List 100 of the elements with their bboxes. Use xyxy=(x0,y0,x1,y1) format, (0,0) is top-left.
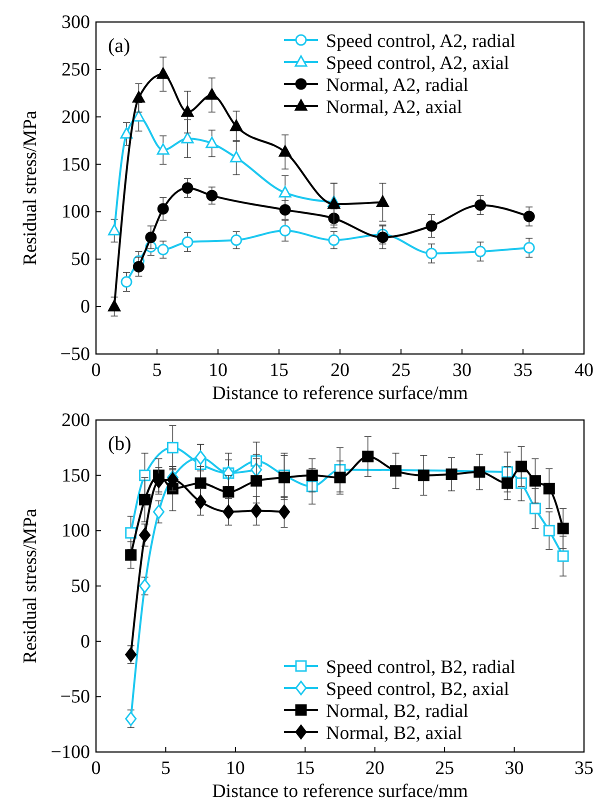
y-tick-label: 200 xyxy=(62,106,90,128)
y-tick-label: 250 xyxy=(62,59,90,80)
x-tick-label: 5 xyxy=(160,758,170,779)
point xyxy=(194,477,206,489)
point xyxy=(418,470,430,482)
point xyxy=(557,522,569,534)
point xyxy=(529,502,541,514)
x-tick-label: 30 xyxy=(504,758,524,779)
x-axis-title: Distance to reference surface/mm xyxy=(212,383,468,404)
point xyxy=(390,465,402,477)
point xyxy=(156,143,170,155)
x-tick-label: 25 xyxy=(435,758,454,779)
x-tick-label: 5 xyxy=(152,360,162,381)
y-tick-label: 100 xyxy=(62,202,90,223)
point xyxy=(222,504,234,520)
x-tick-label: 30 xyxy=(452,360,472,381)
point xyxy=(139,494,151,506)
point xyxy=(139,528,151,542)
point xyxy=(557,550,569,562)
point xyxy=(156,67,170,79)
point xyxy=(194,494,206,510)
point xyxy=(152,504,164,520)
point xyxy=(529,475,541,487)
annotation: (a) xyxy=(108,35,130,57)
point xyxy=(426,248,438,260)
point xyxy=(166,442,178,454)
x-tick-label: 25 xyxy=(392,360,410,381)
y-tick-label: 100 xyxy=(62,520,90,542)
point xyxy=(446,468,458,480)
point xyxy=(516,460,528,472)
point xyxy=(157,244,169,256)
point xyxy=(132,260,144,272)
point xyxy=(426,220,438,232)
x-tick-label: 35 xyxy=(574,758,594,779)
y-tick-label: −50 xyxy=(60,686,90,708)
point xyxy=(523,242,535,254)
x-tick-label: 35 xyxy=(514,360,532,381)
y-tick-label: 50 xyxy=(71,249,90,270)
point xyxy=(108,300,121,312)
point xyxy=(474,246,486,258)
legend-label: Normal, B2, radial xyxy=(326,701,468,722)
point xyxy=(334,472,346,484)
point xyxy=(230,120,243,132)
legend-label: Speed control, A2, axial xyxy=(326,53,510,74)
point xyxy=(145,232,157,244)
x-tick-label: 15 xyxy=(270,360,288,381)
y-axis-title: Residual stress/MPa xyxy=(20,508,41,664)
point xyxy=(250,462,262,478)
x-tick-label: 20 xyxy=(365,758,384,779)
point xyxy=(222,486,234,498)
point xyxy=(157,203,169,215)
point xyxy=(362,450,374,462)
point xyxy=(132,110,145,122)
y-tick-label: −50 xyxy=(60,344,90,365)
point xyxy=(206,190,218,202)
point xyxy=(250,503,262,518)
point xyxy=(328,234,340,246)
point xyxy=(206,88,218,100)
point xyxy=(502,466,514,478)
x-tick-label: 20 xyxy=(330,360,350,381)
x-tick-label: 10 xyxy=(208,360,228,381)
point xyxy=(120,276,132,288)
point xyxy=(278,145,292,157)
x-tick-label: 15 xyxy=(296,758,315,779)
y-tick-label: −100 xyxy=(50,742,90,763)
annotation: (b) xyxy=(108,433,132,455)
y-tick-label: 150 xyxy=(62,465,90,486)
legend-label: Normal, B2, axial xyxy=(326,723,462,744)
legend-label: Speed control, B2, axial xyxy=(326,679,510,700)
y-tick-label: 0 xyxy=(80,631,90,652)
point xyxy=(181,105,194,117)
point xyxy=(152,474,164,488)
x-axis-title: Distance to reference surface/mm xyxy=(212,781,468,802)
point xyxy=(278,186,292,198)
point xyxy=(181,132,194,144)
point xyxy=(125,549,137,561)
legend-label: Speed control, B2, radial xyxy=(326,657,516,678)
point xyxy=(279,224,291,236)
point xyxy=(108,224,121,236)
point xyxy=(279,204,291,216)
point xyxy=(120,127,133,139)
point xyxy=(474,199,486,211)
point xyxy=(230,150,243,162)
point xyxy=(125,712,137,726)
x-tick-label: 10 xyxy=(226,758,245,779)
y-tick-label: 200 xyxy=(62,410,90,431)
point xyxy=(502,477,514,489)
point xyxy=(328,197,340,209)
point xyxy=(166,472,178,488)
point xyxy=(182,182,194,194)
point xyxy=(306,480,318,492)
point xyxy=(230,234,242,246)
point xyxy=(543,524,555,536)
legend-label: Speed control, A2, radial xyxy=(326,31,516,52)
y-tick-label: 50 xyxy=(71,576,90,597)
point xyxy=(194,450,206,465)
point xyxy=(474,466,486,478)
y-axis-title: Residual stress/MPa xyxy=(20,110,41,266)
point xyxy=(132,91,145,103)
point xyxy=(523,210,535,222)
